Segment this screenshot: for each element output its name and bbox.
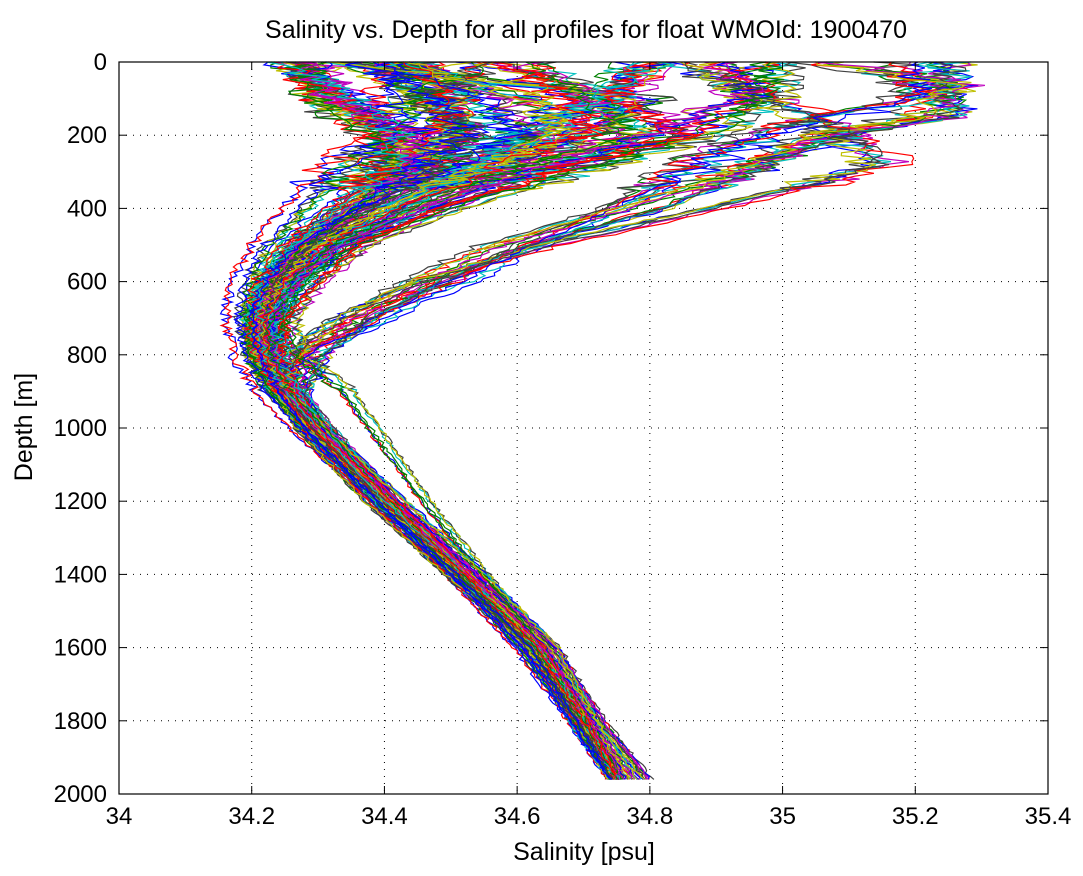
x-tick-label: 34.2 (228, 803, 275, 830)
salinity-profile-line (274, 61, 780, 780)
salinity-profile-line (249, 61, 615, 780)
x-tick-label: 35.2 (892, 803, 939, 830)
profile-lines (219, 61, 985, 780)
x-tick-label: 34 (106, 803, 133, 830)
salinity-profile-line (259, 61, 611, 780)
x-tick-label: 35 (769, 803, 796, 830)
salinity-profile-line (233, 61, 613, 780)
x-axis-label: Salinity [psu] (513, 838, 655, 866)
x-tick-label: 35.4 (1025, 803, 1072, 830)
salinity-profile-line (258, 61, 612, 780)
y-tick-label: 1200 (54, 488, 107, 515)
salinity-profile-line (265, 61, 623, 780)
y-tick-label: 200 (67, 122, 107, 149)
plot-frame (118, 61, 1049, 795)
salinity-profile-line (258, 61, 616, 780)
salinity-profile-line (260, 61, 638, 780)
chart-title: Salinity vs. Depth for all profiles for … (265, 16, 907, 44)
y-tick-label: 400 (67, 195, 107, 222)
y-tick-label: 1600 (54, 635, 107, 662)
x-tick-label: 34.6 (494, 803, 541, 830)
axis-ticks: 34 34.2 34.4 34.6 34.8 35 35.2 35.4 0 200 400 600 80… (54, 49, 1072, 830)
y-tick-label: 2000 (54, 781, 107, 808)
salinity-profile-line (274, 61, 929, 780)
y-axis-label: Depth [m] (10, 373, 38, 481)
x-tick-label: 34.4 (361, 803, 408, 830)
y-tick-label: 1400 (54, 561, 107, 588)
y-tick-label: 800 (67, 342, 107, 369)
y-tick-label: 1800 (54, 708, 107, 735)
y-tick-label: 600 (67, 269, 107, 296)
y-tick-label: 0 (94, 49, 107, 76)
salinity-profile-line (248, 61, 613, 780)
x-tick-label: 34.8 (626, 803, 673, 830)
y-tick-label: 1000 (54, 415, 107, 442)
